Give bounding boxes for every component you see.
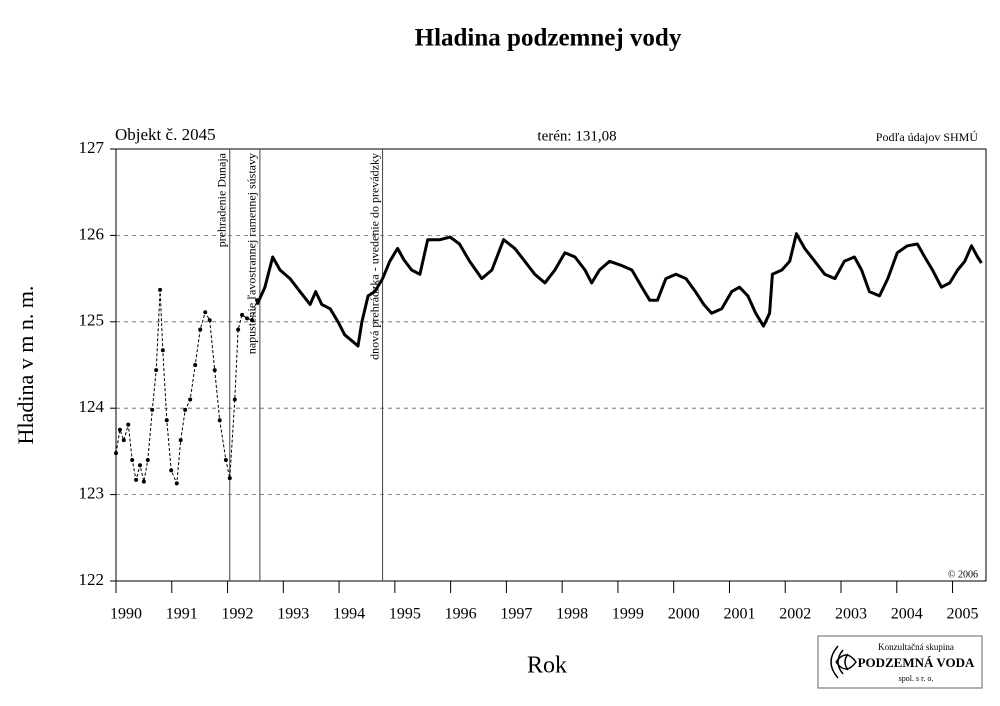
data-point [114, 451, 118, 456]
y-tick-label: 123 [79, 484, 105, 503]
x-tick-label: 1997 [500, 606, 532, 623]
data-point [141, 479, 146, 484]
logo-line3: spol. s r. o. [899, 674, 934, 683]
y-axis-label: Hladina v m n. m. [13, 286, 38, 445]
event-label: napustenie ľavostrannej ramennej sústavy [245, 153, 259, 354]
x-tick-label: 1995 [389, 606, 421, 623]
data-point [207, 318, 212, 323]
x-tick-label: 1994 [333, 606, 365, 623]
y-tick-label: 122 [79, 570, 105, 589]
data-point [250, 318, 255, 323]
data-point [223, 458, 228, 463]
series-line [255, 232, 983, 348]
x-axis-label: Rok [527, 653, 567, 679]
object-label: Objekt č. 2045 [115, 125, 216, 144]
logo-icon [830, 645, 857, 679]
data-point [193, 363, 198, 367]
x-tick-label: 2001 [723, 606, 755, 623]
event-label: dnová prehrádzka - uvedenie do prevádzky [367, 153, 381, 360]
data-point [134, 477, 139, 482]
data-point [154, 368, 159, 373]
x-tick-label: 1991 [166, 606, 198, 623]
logo: Konzultačná skupina PODZEMNÁ VODA spol. … [817, 635, 983, 689]
data-point [178, 438, 183, 443]
x-tick-label: 2005 [947, 606, 979, 623]
x-tick-label: 1996 [445, 606, 477, 623]
y-tick-label: 125 [79, 311, 105, 330]
data-point [227, 476, 232, 481]
data-point [126, 422, 131, 427]
x-tick-label: 2003 [835, 606, 867, 623]
series-line [115, 289, 258, 484]
x-tick-label: 2004 [891, 606, 923, 623]
data-point [217, 418, 222, 423]
data-point [150, 407, 155, 412]
logo-line2: PODZEMNÁ VODA [858, 655, 975, 670]
data-point [169, 468, 174, 473]
logo-line1: Konzultačná skupina [878, 642, 954, 652]
x-tick-label: 1999 [612, 606, 644, 623]
x-tick-label: 1990 [110, 606, 142, 623]
y-tick-label: 124 [79, 397, 105, 416]
data-point [236, 327, 241, 332]
data-point [232, 397, 237, 402]
data-point [158, 287, 163, 292]
data-point [245, 316, 250, 321]
x-tick-label: 1998 [556, 606, 588, 623]
data-point [137, 463, 142, 468]
data-point [240, 312, 245, 317]
data-point [203, 310, 208, 315]
data-point [198, 327, 203, 332]
copyright: © 2006 [948, 569, 978, 580]
data-point [117, 427, 122, 432]
plot-frame [115, 148, 987, 582]
source-label: Podľa údajov SHMÚ [876, 130, 979, 144]
data-point [164, 418, 169, 423]
chart-title: Hladina podzemnej vody [415, 25, 682, 52]
data-point [212, 368, 217, 373]
data-point [145, 458, 150, 463]
y-tick-label: 127 [79, 138, 105, 157]
x-tick-label: 1992 [222, 606, 254, 623]
data-point [183, 407, 188, 412]
data-point [174, 481, 179, 486]
data-point [130, 458, 135, 463]
data-point [121, 438, 126, 443]
terrain-label: terén: 131,08 [537, 128, 616, 144]
data-point [160, 348, 165, 353]
y-tick-label: 126 [79, 224, 105, 243]
x-tick-label: 2000 [668, 606, 700, 623]
x-tick-label: 1993 [277, 606, 309, 623]
event-label: prehradenie Dunaja [215, 152, 229, 247]
x-tick-label: 2002 [779, 606, 811, 623]
data-point [188, 397, 193, 402]
